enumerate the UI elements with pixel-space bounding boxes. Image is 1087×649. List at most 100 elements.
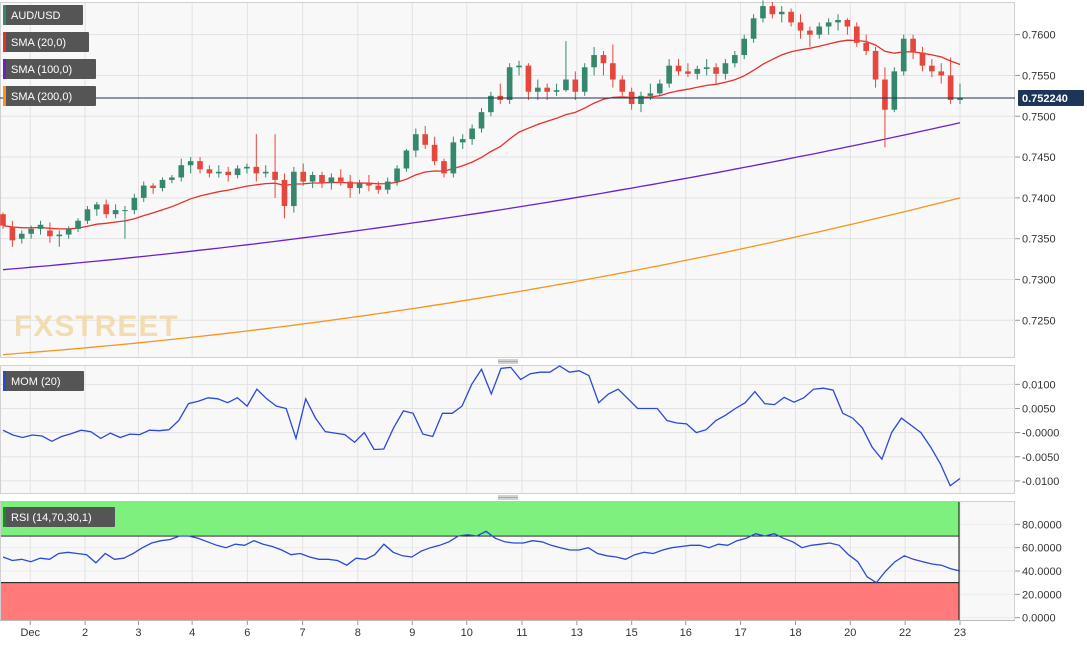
x-tick-label: 23 (954, 627, 966, 639)
candle (563, 41, 569, 92)
legend-label: RSI (14,70,30,1) (11, 512, 92, 524)
legend-color-swatch (3, 59, 6, 79)
candle-body (572, 79, 579, 92)
candle-body (169, 177, 175, 180)
candle-body (638, 95, 644, 105)
candle-body (563, 79, 569, 91)
candle-body (778, 11, 785, 15)
candle-body (929, 65, 935, 72)
candle (882, 67, 888, 148)
candle-body (9, 227, 16, 241)
candle-body (910, 38, 916, 53)
candle (459, 134, 466, 149)
candle-body (272, 171, 278, 180)
symbol-legend[interactable]: AUD/USD (3, 5, 83, 25)
candle-body (291, 171, 297, 207)
candle-body (112, 210, 119, 215)
candle-body (872, 50, 879, 80)
y-tick-label: 40.0000 (1022, 566, 1062, 578)
y-tick-label: 0.7300 (1022, 274, 1056, 286)
x-tick-label: 11 (516, 627, 527, 639)
candle-body (94, 204, 100, 210)
candle-body (459, 139, 466, 143)
x-tick-label: 2 (82, 627, 88, 639)
candle (703, 59, 710, 76)
y-tick-label: 0.7450 (1022, 152, 1056, 164)
candle (957, 83, 963, 105)
candle (647, 83, 654, 100)
candle (225, 166, 231, 182)
candle-body (281, 179, 288, 207)
candle (9, 220, 16, 247)
candle-body (807, 30, 813, 35)
indicator-legend-1[interactable]: SMA (20,0) (3, 32, 89, 52)
candle (253, 134, 260, 182)
candle (328, 173, 335, 190)
candle (685, 63, 691, 78)
candle (732, 50, 738, 68)
y-tick-label: 0.7350 (1022, 234, 1056, 246)
candle-body (469, 128, 475, 140)
legend-color-swatch (3, 5, 6, 25)
legend-box-bg (3, 371, 84, 391)
panel-splitter-handle[interactable] (498, 495, 518, 500)
candle (375, 181, 382, 194)
candle (816, 22, 823, 39)
candle-body (450, 142, 457, 174)
candle-body (797, 22, 804, 31)
candle-body (610, 63, 616, 80)
candle (713, 63, 719, 84)
candle (300, 163, 307, 186)
legend-box-bg (3, 32, 89, 52)
x-tick-label: 16 (680, 627, 692, 639)
candle-body (319, 175, 325, 184)
candle-body (919, 52, 926, 66)
indicator-legend-2[interactable]: SMA (100,0) (3, 59, 96, 79)
candle (366, 175, 372, 192)
candle (262, 165, 269, 178)
candle (872, 46, 879, 88)
candle (422, 126, 429, 149)
candle-body (131, 197, 138, 211)
candle (675, 59, 682, 76)
candle-body (356, 183, 363, 189)
rsi-legend[interactable]: RSI (14,70,30,1) (3, 507, 115, 527)
candle-body (656, 83, 663, 94)
candle-body (694, 68, 701, 74)
candle (356, 179, 363, 194)
candle-body (506, 67, 513, 100)
legend-box-bg (3, 59, 96, 79)
sma-20-line (2, 39, 961, 230)
candle-body (328, 177, 335, 184)
candles (0, 0, 963, 247)
candle (778, 6, 785, 23)
candle (610, 44, 616, 88)
rsi-oversold-zone (1, 582, 959, 620)
candle (234, 165, 241, 179)
candle (441, 158, 447, 178)
candle-body (431, 144, 438, 162)
candle-body (300, 171, 307, 182)
candle-body (18, 233, 25, 239)
y-tick-label: 0.0050 (1022, 403, 1056, 415)
candle-body (488, 95, 494, 113)
candle (891, 67, 898, 113)
candle (272, 134, 278, 198)
candle (394, 165, 400, 186)
candle (825, 18, 832, 35)
panel-splitter-handle[interactable] (498, 359, 518, 364)
candle-body (309, 175, 316, 182)
candle (84, 206, 91, 224)
candle-body (891, 71, 898, 110)
candle (206, 165, 213, 178)
indicator-legend-3[interactable]: SMA (200,0) (3, 86, 96, 106)
mom-legend[interactable]: MOM (20) (3, 371, 84, 391)
candle-body (750, 18, 757, 39)
candle-body (384, 181, 391, 190)
candle (159, 177, 166, 192)
y-tick-label: 0.7400 (1022, 193, 1056, 205)
x-tick-label: 22 (899, 627, 911, 639)
last-price-tag-label: 0.752240 (1022, 93, 1068, 105)
